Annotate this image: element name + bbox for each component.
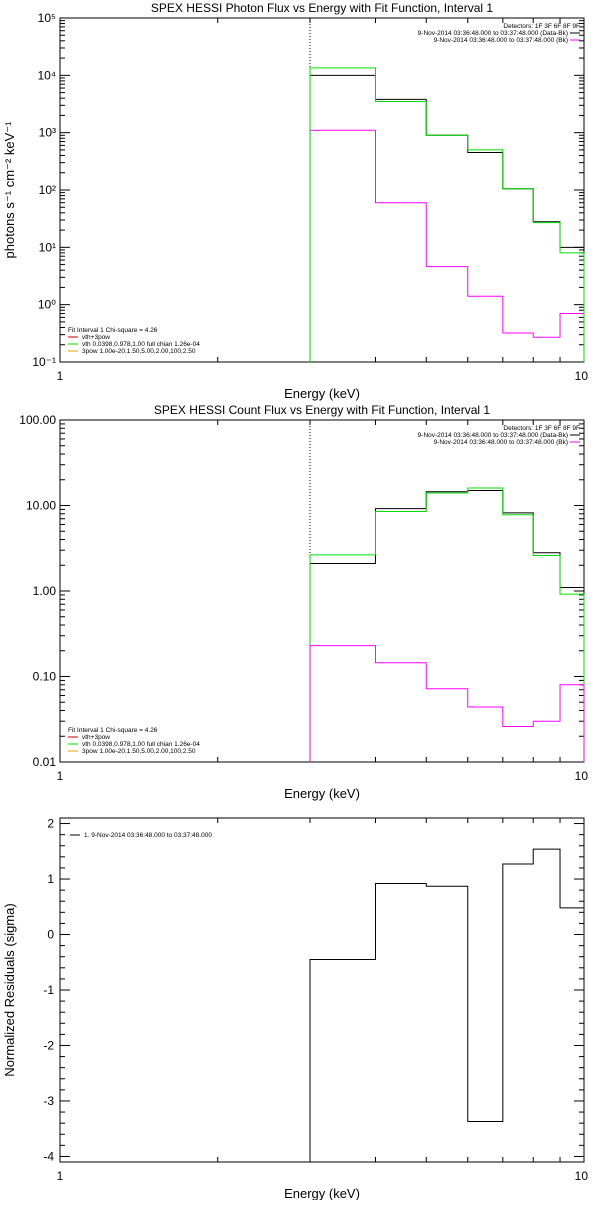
panel-3-y-tick-label: 1: [47, 872, 54, 886]
panel-3-y-tick-label: 0: [47, 928, 54, 942]
panel-1-y-tick-label: 10⁰: [38, 298, 56, 312]
panel-1-fit-legend-entry: vth 0.0398,0.978,1.00 full chian 1.26e-0…: [82, 341, 200, 348]
panel-1-y-tick-label: 10²: [39, 183, 56, 197]
panel-2-series-2-step: [309, 487, 585, 762]
panel-1-detectors-text: Detectors: 1F 3F 6F 8F 9F: [503, 23, 580, 30]
panel-3-plot-frame: [59, 817, 585, 1163]
panel-2-fit-legend-entry: vth+3pow: [82, 734, 110, 741]
panel-1-y-axis-label: photons s⁻¹ cm⁻² keV⁻¹: [2, 121, 17, 259]
panel-3-y-tick-label: -4: [43, 1149, 54, 1163]
panel-3-y-axis-label: Normalized Residuals (sigma): [2, 903, 17, 1076]
panel-1-series-3-step: [309, 67, 585, 362]
panel-3-x-tick-label: 1: [57, 1169, 64, 1183]
panel-2-legend-entry: 9-Nov-2014 03:36:48.000 to 03:37:48.000 …: [434, 439, 568, 446]
panel-2-y-tick-label: 10.00: [26, 499, 56, 513]
panel-2-fit-header: Fit Interval 1 Chi-square = 4.26: [68, 727, 158, 734]
panel-1-fit-header: Fit Interval 1 Chi-square = 4.26: [68, 327, 158, 334]
panel-3-y-tick-label: 2: [47, 817, 54, 831]
panel-1-x-tick-label: 1: [57, 369, 64, 383]
panel-2-y-tick-label: 0.10: [33, 670, 57, 684]
panel-1-legend-entry: 9-Nov-2014 03:36:48.000 to 03:37:48.000 …: [434, 37, 568, 44]
panel-2-x-tick-label: 1: [57, 769, 64, 783]
panel-2-chart-title: SPEX HESSI Count Flux vs Energy with Fit…: [154, 403, 490, 417]
panel-2-y-tick-label: 100.00: [19, 413, 56, 427]
panel-1-plot-frame: [59, 17, 585, 363]
panel-1-y-tick-label: 10⁵: [38, 11, 56, 25]
panel-2-fit-legend-entry: 3pow 1.00e-20,1.50,5.00,2.00,100,2.50: [82, 748, 196, 755]
panel-2-fit-legend-entry: vth 0.0398,0.978,1.00 full chian 1.26e-0…: [82, 741, 200, 748]
panel-1-fit-legend-entry: vth+3pow: [82, 334, 110, 341]
panel-3-y-tick-label: -2: [43, 1038, 54, 1052]
panel-1-legend-entry: 9-Nov-2014 03:36:48.000 to 03:37:48.000 …: [418, 30, 568, 37]
panel-3-legend-entry: 1. 9-Nov-2014 03:36:48.000 to 03:37:48.0…: [84, 832, 212, 839]
panel-2-legend-entry: 9-Nov-2014 03:36:48.000 to 03:37:48.000 …: [418, 432, 568, 439]
panel-2-plot-frame: [59, 419, 585, 763]
panel-2-x-axis-label: Energy (keV): [284, 786, 360, 801]
panel-1-y-tick-label: 10³: [39, 126, 56, 140]
panel-2-detectors-text: Detectors: 1F 3F 6F 8F 9F: [503, 425, 580, 432]
panel-3-x-axis-label: Energy (keV): [284, 1186, 360, 1200]
panel-1-series-1-step: [309, 74, 585, 362]
panel-1-y-tick-label: 10¹: [39, 240, 56, 254]
panel-1-chart-title: SPEX HESSI Photon Flux vs Energy with Fi…: [151, 1, 493, 15]
panel-2-y-tick-label: 1.00: [33, 584, 57, 598]
panel-3-series-1-step: [309, 848, 585, 1162]
panel-1-y-tick-label: 10⁻¹: [32, 355, 56, 369]
panel-3-x-tick-label: 10: [575, 1169, 589, 1183]
panel-2-series-3-step: [309, 645, 585, 762]
panel-2-x-tick-label: 10: [575, 769, 589, 783]
panel-1-fit-legend-entry: 3pow 1.00e-20,1.50,5.00,2.00,100,2.50: [82, 348, 196, 355]
panel-3-y-tick-label: -1: [43, 983, 54, 997]
panel-1-series-2-step: [309, 129, 585, 362]
panel-2-y-tick-label: 0.01: [33, 755, 57, 769]
panel-3-y-tick-label: -3: [43, 1094, 54, 1108]
panel-1-y-tick-label: 10⁴: [37, 68, 56, 82]
panel-1-x-axis-label: Energy (keV): [284, 386, 360, 401]
panel-1-x-tick-label: 10: [575, 369, 589, 383]
